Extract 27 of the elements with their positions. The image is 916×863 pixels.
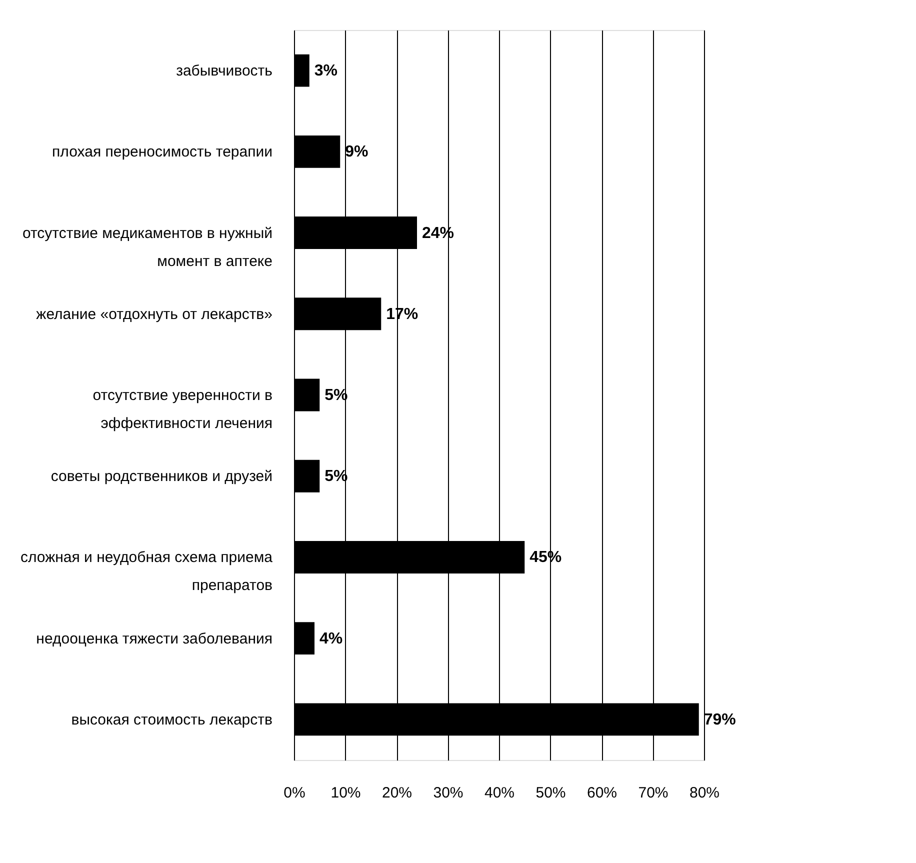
x-tick-label: 40%	[484, 784, 515, 802]
y-tick-label: желание «отдохнуть от лекарств»	[36, 306, 272, 323]
x-tick-label: 50%	[536, 784, 566, 802]
data-label: 79%	[704, 711, 736, 728]
bar	[294, 54, 310, 87]
bar	[294, 622, 314, 655]
data-label: 3%	[314, 62, 338, 80]
x-tick-label: 20%	[382, 784, 412, 802]
y-tick-label: забывчивость	[176, 62, 273, 80]
bar	[294, 135, 340, 168]
x-tick-label: 10%	[330, 784, 361, 802]
data-label: 9%	[345, 144, 368, 161]
x-tick-label: 60%	[586, 784, 618, 802]
y-tick-label: высокая стоимость лекарств	[71, 711, 273, 728]
bar	[294, 378, 320, 412]
y-tick-label: плохая переносимость терапии	[52, 144, 272, 161]
y-tick-label: отсутствие уверенности в эффективности лечения	[92, 387, 273, 432]
y-tick-label: недооценка тяжести заболевания	[36, 630, 272, 648]
data-label: 4%	[320, 630, 343, 648]
x-tick-label: 70%	[638, 784, 668, 802]
y-tick-label: отсутствие медикаментов в нужный момент в аптеке	[22, 224, 272, 270]
x-tick-label: 30%	[433, 784, 464, 802]
x-tick-label: 0%	[284, 784, 306, 802]
y-tick-label: советы родственников и друзей	[50, 468, 272, 486]
bar	[294, 460, 320, 492]
x-tick-label: 80%	[689, 784, 720, 802]
y-tick-label: сложная и неудобная схема приема препаратов	[20, 549, 274, 594]
